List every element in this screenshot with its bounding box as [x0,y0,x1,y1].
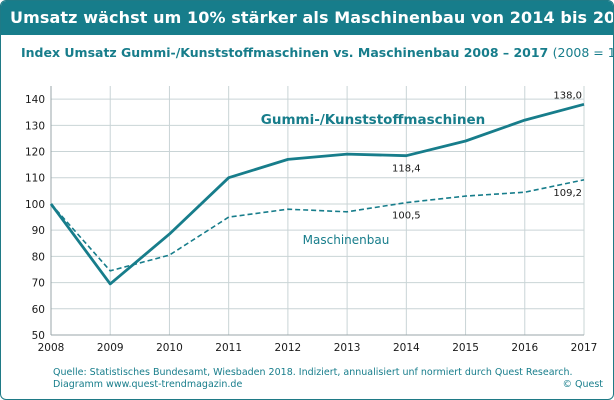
y-tick-label: 110 [25,173,45,185]
title-banner: Umsatz wächst um 10% stärker als Maschin… [1,1,613,35]
x-tick-label: 2016 [511,342,538,354]
y-tick-label: 60 [32,304,45,316]
x-tick-label: 2010 [156,342,183,354]
chart-title: Index Umsatz Gummi-/Kunststoffmaschinen … [21,45,549,60]
plot-area [51,86,584,335]
x-tick-label: 2009 [97,342,124,354]
source-line-2: Diagramm www.quest-trendmagazin.de [53,379,243,390]
series-name-label: Maschinenbau [303,233,390,247]
source-line-1: Quelle: Statistisches Bundesamt, Wiesbad… [53,367,573,378]
x-tick-label: 2013 [334,342,361,354]
y-tick-label: 90 [32,225,45,237]
x-tick-label: 2012 [275,342,302,354]
data-label: 109,2 [553,188,582,199]
y-tick-label: 140 [25,94,45,106]
y-tick-label: 120 [25,147,45,159]
chart-base-note: (2008 = 100) [552,45,613,60]
y-tick-label: 50 [32,330,45,342]
page-title: Umsatz wächst um 10% stärker als Maschin… [10,8,614,27]
copyright: © Quest [562,379,603,390]
y-tick-label: 100 [25,199,45,211]
y-tick-label: 80 [32,251,45,263]
data-label: 138,0 [553,90,582,101]
y-tick-label: 70 [32,278,45,290]
data-label: 100,5 [392,211,421,222]
series-line-gummi-kunststoffmaschinen [49,102,585,286]
source-note: Quelle: Statistisches Bundesamt, Wiesbad… [53,367,573,391]
chart-subtitle: Index Umsatz Gummi-/Kunststoffmaschinen … [21,45,613,60]
x-tick-label: 2008 [38,342,65,354]
x-tick-label: 2017 [571,342,598,354]
x-tick-label: 2015 [452,342,479,354]
series-line-maschinenbau [50,179,585,272]
x-tick-label: 2014 [393,342,420,354]
series-name-label: Gummi-/Kunststoffmaschinen [261,112,485,128]
y-tick-label: 130 [25,120,45,132]
data-label: 118,4 [392,164,421,175]
x-tick-label: 2011 [215,342,242,354]
